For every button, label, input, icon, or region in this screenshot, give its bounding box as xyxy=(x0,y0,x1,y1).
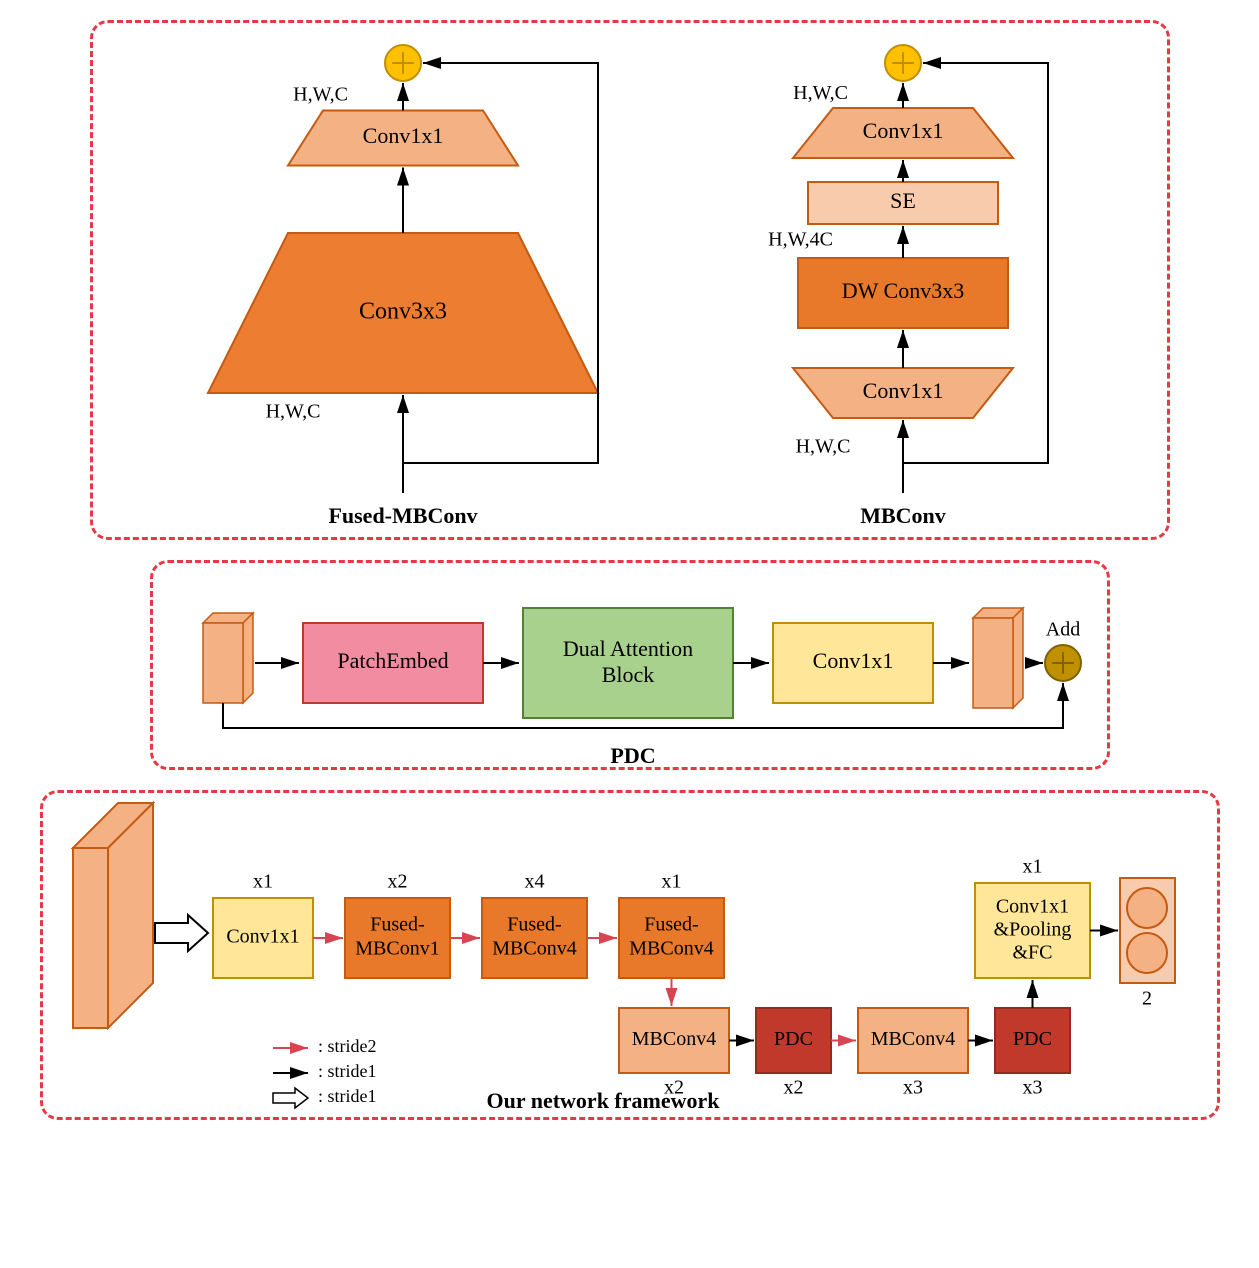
hollow-arrow-main xyxy=(155,915,208,951)
conv3x3-label: Conv3x3 xyxy=(358,299,446,325)
add-node-right xyxy=(885,45,921,81)
label: PDC xyxy=(1013,1028,1052,1050)
out-circle-1 xyxy=(1127,888,1167,928)
pdc-title: PDC xyxy=(610,743,655,768)
panel-pdc: PatchEmbed Dual AttentionBlock Conv1x1 Add P… xyxy=(150,560,1110,770)
se-label: SE xyxy=(890,188,916,213)
hwc-top-left: H,W,C xyxy=(293,83,348,105)
patchembed-label: PatchEmbed xyxy=(337,648,448,673)
pdc-output-slab xyxy=(973,608,1023,708)
out-circle-2 xyxy=(1127,933,1167,973)
label: MBConv1 xyxy=(355,938,439,960)
label: x3 xyxy=(1022,1077,1042,1099)
hwc-bot-right: H,W,C xyxy=(795,436,850,458)
label: PDC xyxy=(774,1028,813,1050)
conv1x1-label: Conv1x1 xyxy=(812,648,893,673)
legend-hollow-arrow xyxy=(273,1088,308,1108)
label: MBConv4 xyxy=(629,938,713,960)
pdc-add-node xyxy=(1045,645,1081,681)
svg-panel1: Conv3x3 Conv1x1 H,W,C H,W,C Fused-MBConv Conv… xyxy=(93,23,1173,543)
conv1x1-label: Conv1x1 xyxy=(226,926,299,948)
panel-conv-blocks: Conv3x3 Conv1x1 H,W,C H,W,C Fused-MBConv Conv… xyxy=(90,20,1170,540)
svg-panel2: PatchEmbed Dual AttentionBlock Conv1x1 Add P… xyxy=(153,563,1113,773)
x1-label: x1 xyxy=(253,871,273,893)
framework-title: Our network framework xyxy=(486,1088,720,1113)
label: &Pooling xyxy=(993,919,1071,941)
label: x2 xyxy=(783,1077,803,1099)
label: &FC xyxy=(1012,942,1052,964)
add-label: Add xyxy=(1045,619,1079,641)
hwc-top-right: H,W,C xyxy=(793,82,848,104)
legend-stride1a: : stride1 xyxy=(318,1061,377,1081)
hwc-bot-left: H,W,C xyxy=(265,401,320,423)
label: MBConv4 xyxy=(631,1028,715,1050)
output-count: 2 xyxy=(1142,988,1152,1010)
dwconv-label: DW Conv3x3 xyxy=(841,278,963,303)
mbconv-title: MBConv xyxy=(860,503,946,528)
add-node-left xyxy=(385,45,421,81)
label: MBConv4 xyxy=(492,938,576,960)
panel-framework: Conv1x1x1Fused-MBConv1x2Fused-MBConv4x4F… xyxy=(40,790,1220,1120)
input-cube xyxy=(73,803,153,1028)
label: x1 xyxy=(661,871,681,893)
label: Fused- xyxy=(370,914,424,936)
label: x2 xyxy=(387,871,407,893)
legend-stride2: : stride2 xyxy=(318,1036,377,1056)
fused-title: Fused-MBConv xyxy=(328,503,477,528)
label: x3 xyxy=(903,1077,923,1099)
label: x1 xyxy=(1022,856,1042,878)
label: Conv1x1 xyxy=(995,896,1068,918)
conv1x1-top-label: Conv1x1 xyxy=(862,118,943,143)
label: MBConv4 xyxy=(870,1028,954,1050)
conv1x1-label: Conv1x1 xyxy=(362,123,443,148)
pdc-input-slab xyxy=(203,613,253,703)
label: Fused- xyxy=(507,914,561,936)
dab-label2: Block xyxy=(601,662,654,687)
hw4c-label: H,W,4C xyxy=(768,229,833,251)
svg-panel3: Conv1x1x1Fused-MBConv1x2Fused-MBConv4x4F… xyxy=(43,793,1223,1123)
label: x4 xyxy=(524,871,544,893)
conv1x1-bot-label: Conv1x1 xyxy=(862,378,943,403)
legend-stride1b: : stride1 xyxy=(318,1086,377,1106)
dab-label1: Dual Attention xyxy=(562,636,692,661)
label: Fused- xyxy=(644,914,698,936)
